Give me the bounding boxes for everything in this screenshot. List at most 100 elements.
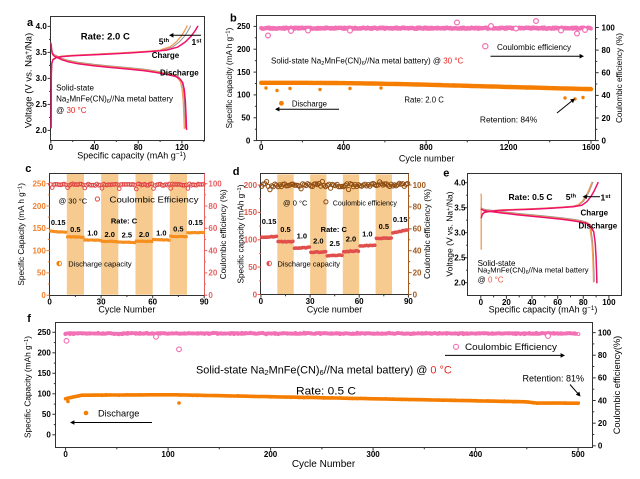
svg-text:250: 250 (32, 180, 46, 189)
svg-text:50: 50 (248, 263, 257, 272)
svg-text:Cycle Number: Cycle Number (98, 305, 155, 315)
svg-text:100: 100 (598, 328, 612, 337)
svg-text:150: 150 (244, 208, 258, 217)
svg-text:Rate: 2.0 C: Rate: 2.0 C (404, 95, 444, 104)
svg-text:Specific Capacity (mA h g−1​): Specific Capacity (mA h g−1​) (17, 183, 26, 286)
svg-text:Retention: 81%: Retention: 81% (523, 374, 585, 384)
svg-text:100: 100 (602, 23, 616, 32)
svg-text:5th​: 5th​ (566, 192, 577, 202)
svg-text:40: 40 (208, 246, 217, 255)
svg-text:0: 0 (208, 291, 213, 300)
svg-text:0.15: 0.15 (262, 217, 277, 226)
svg-text:Na2​MnFe(CN)6​//Na metal batte: Na2​MnFe(CN)6​//Na metal battery (478, 266, 589, 277)
svg-text:20: 20 (602, 114, 611, 123)
svg-text:0: 0 (479, 298, 484, 307)
svg-text:20: 20 (502, 298, 511, 307)
svg-text:0: 0 (259, 143, 264, 152)
svg-text:80: 80 (208, 202, 217, 211)
svg-text:200: 200 (32, 202, 46, 211)
svg-text:1600: 1600 (582, 143, 600, 152)
svg-text:3.0: 3.0 (454, 229, 466, 238)
svg-text:0: 0 (246, 136, 251, 145)
svg-text:100: 100 (244, 236, 258, 245)
svg-text:0: 0 (259, 297, 264, 306)
svg-text:80: 80 (134, 143, 143, 152)
svg-text:Discharge: Discharge (160, 69, 199, 78)
svg-text:200: 200 (244, 181, 258, 190)
svg-text:100: 100 (32, 246, 46, 255)
svg-text:0.5: 0.5 (70, 225, 80, 234)
svg-text:Coulombic efficiency (%): Coulombic efficiency (%) (423, 189, 432, 279)
svg-text:f: f (27, 313, 31, 325)
svg-text:100: 100 (161, 450, 175, 459)
svg-text:Discharge: Discharge (579, 221, 618, 230)
svg-text:800: 800 (419, 143, 433, 152)
svg-text:Solid-state Na2​MnFe(CN)6​//Na: Solid-state Na2​MnFe(CN)6​//Na metal bat… (271, 56, 464, 67)
svg-text:40: 40 (602, 91, 611, 100)
svg-text:Na2​MnFe(CN)6​//Na metal batte: Na2​MnFe(CN)6​//Na metal battery (56, 95, 173, 106)
svg-text:0: 0 (46, 431, 51, 440)
svg-text:2.0: 2.0 (104, 230, 114, 239)
svg-text:Rate: 2.0 C: Rate: 2.0 C (81, 32, 130, 43)
svg-text:90: 90 (404, 297, 413, 306)
svg-text:Discharge: Discharge (292, 100, 327, 109)
svg-text:Charge: Charge (581, 208, 609, 217)
svg-text:Specific capacity (mA h g−1​): Specific capacity (mA h g−1​) (225, 27, 234, 128)
svg-text:3.5: 3.5 (454, 204, 466, 213)
svg-text:3.0: 3.0 (36, 74, 48, 83)
svg-text:30: 30 (97, 298, 106, 307)
svg-text:0: 0 (598, 442, 603, 451)
svg-text:2.0: 2.0 (36, 126, 48, 135)
svg-text:Solid-state: Solid-state (56, 84, 94, 93)
svg-text:e: e (443, 167, 449, 179)
svg-text:Coulombic efficiency: Coulombic efficiency (497, 43, 572, 52)
svg-text:400: 400 (469, 450, 483, 459)
svg-text:1.0: 1.0 (297, 231, 307, 240)
svg-text:100: 100 (208, 180, 222, 189)
svg-text:Specific capacity (mAh g−1​): Specific capacity (mAh g−1​) (237, 184, 246, 283)
svg-text:30: 30 (306, 297, 315, 306)
svg-text:50: 50 (37, 269, 46, 278)
svg-text:Discharge capacity: Discharge capacity (278, 259, 341, 268)
svg-text:Cycle Number: Cycle Number (292, 459, 356, 470)
svg-text:0.5: 0.5 (379, 222, 389, 231)
svg-text:50: 50 (241, 114, 250, 123)
svg-text:0.5: 0.5 (280, 225, 290, 234)
svg-text:Discharge: Discharge (98, 408, 139, 418)
svg-text:0: 0 (413, 290, 418, 299)
svg-text:100: 100 (37, 390, 51, 399)
svg-text:Specific Capacity (mAh g−1​): Specific Capacity (mAh g−1​) (23, 336, 33, 438)
svg-text:1st​: 1st​ (601, 192, 611, 202)
svg-text:100: 100 (237, 91, 251, 100)
svg-text:150: 150 (37, 369, 51, 378)
svg-text:80: 80 (602, 46, 611, 55)
svg-text:2.0: 2.0 (454, 279, 466, 288)
svg-text:0.15: 0.15 (393, 215, 408, 224)
svg-text:60: 60 (355, 297, 364, 306)
svg-text:250: 250 (237, 22, 251, 31)
svg-text:@ 30 °C: @ 30 °C (59, 196, 88, 205)
svg-text:20: 20 (413, 268, 422, 277)
svg-text:120: 120 (175, 143, 189, 152)
svg-text:@ 0 °C: @ 0 °C (478, 275, 504, 284)
svg-text:80: 80 (579, 298, 588, 307)
svg-text:2.0: 2.0 (139, 230, 149, 239)
svg-text:40: 40 (413, 247, 422, 256)
svg-text:150: 150 (32, 224, 46, 233)
svg-text:@ 30 °C: @ 30 °C (56, 106, 87, 115)
svg-text:20: 20 (598, 419, 607, 428)
svg-text:Specific capacity (mAh g−1​): Specific capacity (mAh g−1​) (77, 151, 186, 161)
svg-text:Coulombic efficiency: Coulombic efficiency (333, 200, 398, 207)
svg-text:60: 60 (413, 225, 422, 234)
svg-text:Rate: C: Rate: C (111, 217, 138, 226)
svg-text:Rate: C: Rate: C (321, 225, 348, 234)
svg-text:1.0: 1.0 (87, 228, 97, 237)
svg-text:60: 60 (602, 69, 611, 78)
svg-text:Rate: 0.5 C: Rate: 0.5 C (509, 192, 553, 202)
svg-text:Specific capacity (mAh g−1​): Specific capacity (mAh g−1​) (489, 305, 598, 315)
svg-text:1200: 1200 (500, 143, 518, 152)
svg-text:5th​: 5th​ (159, 36, 170, 46)
svg-text:2.0: 2.0 (313, 236, 323, 245)
svg-text:d: d (233, 166, 240, 178)
svg-text:0: 0 (41, 291, 46, 300)
